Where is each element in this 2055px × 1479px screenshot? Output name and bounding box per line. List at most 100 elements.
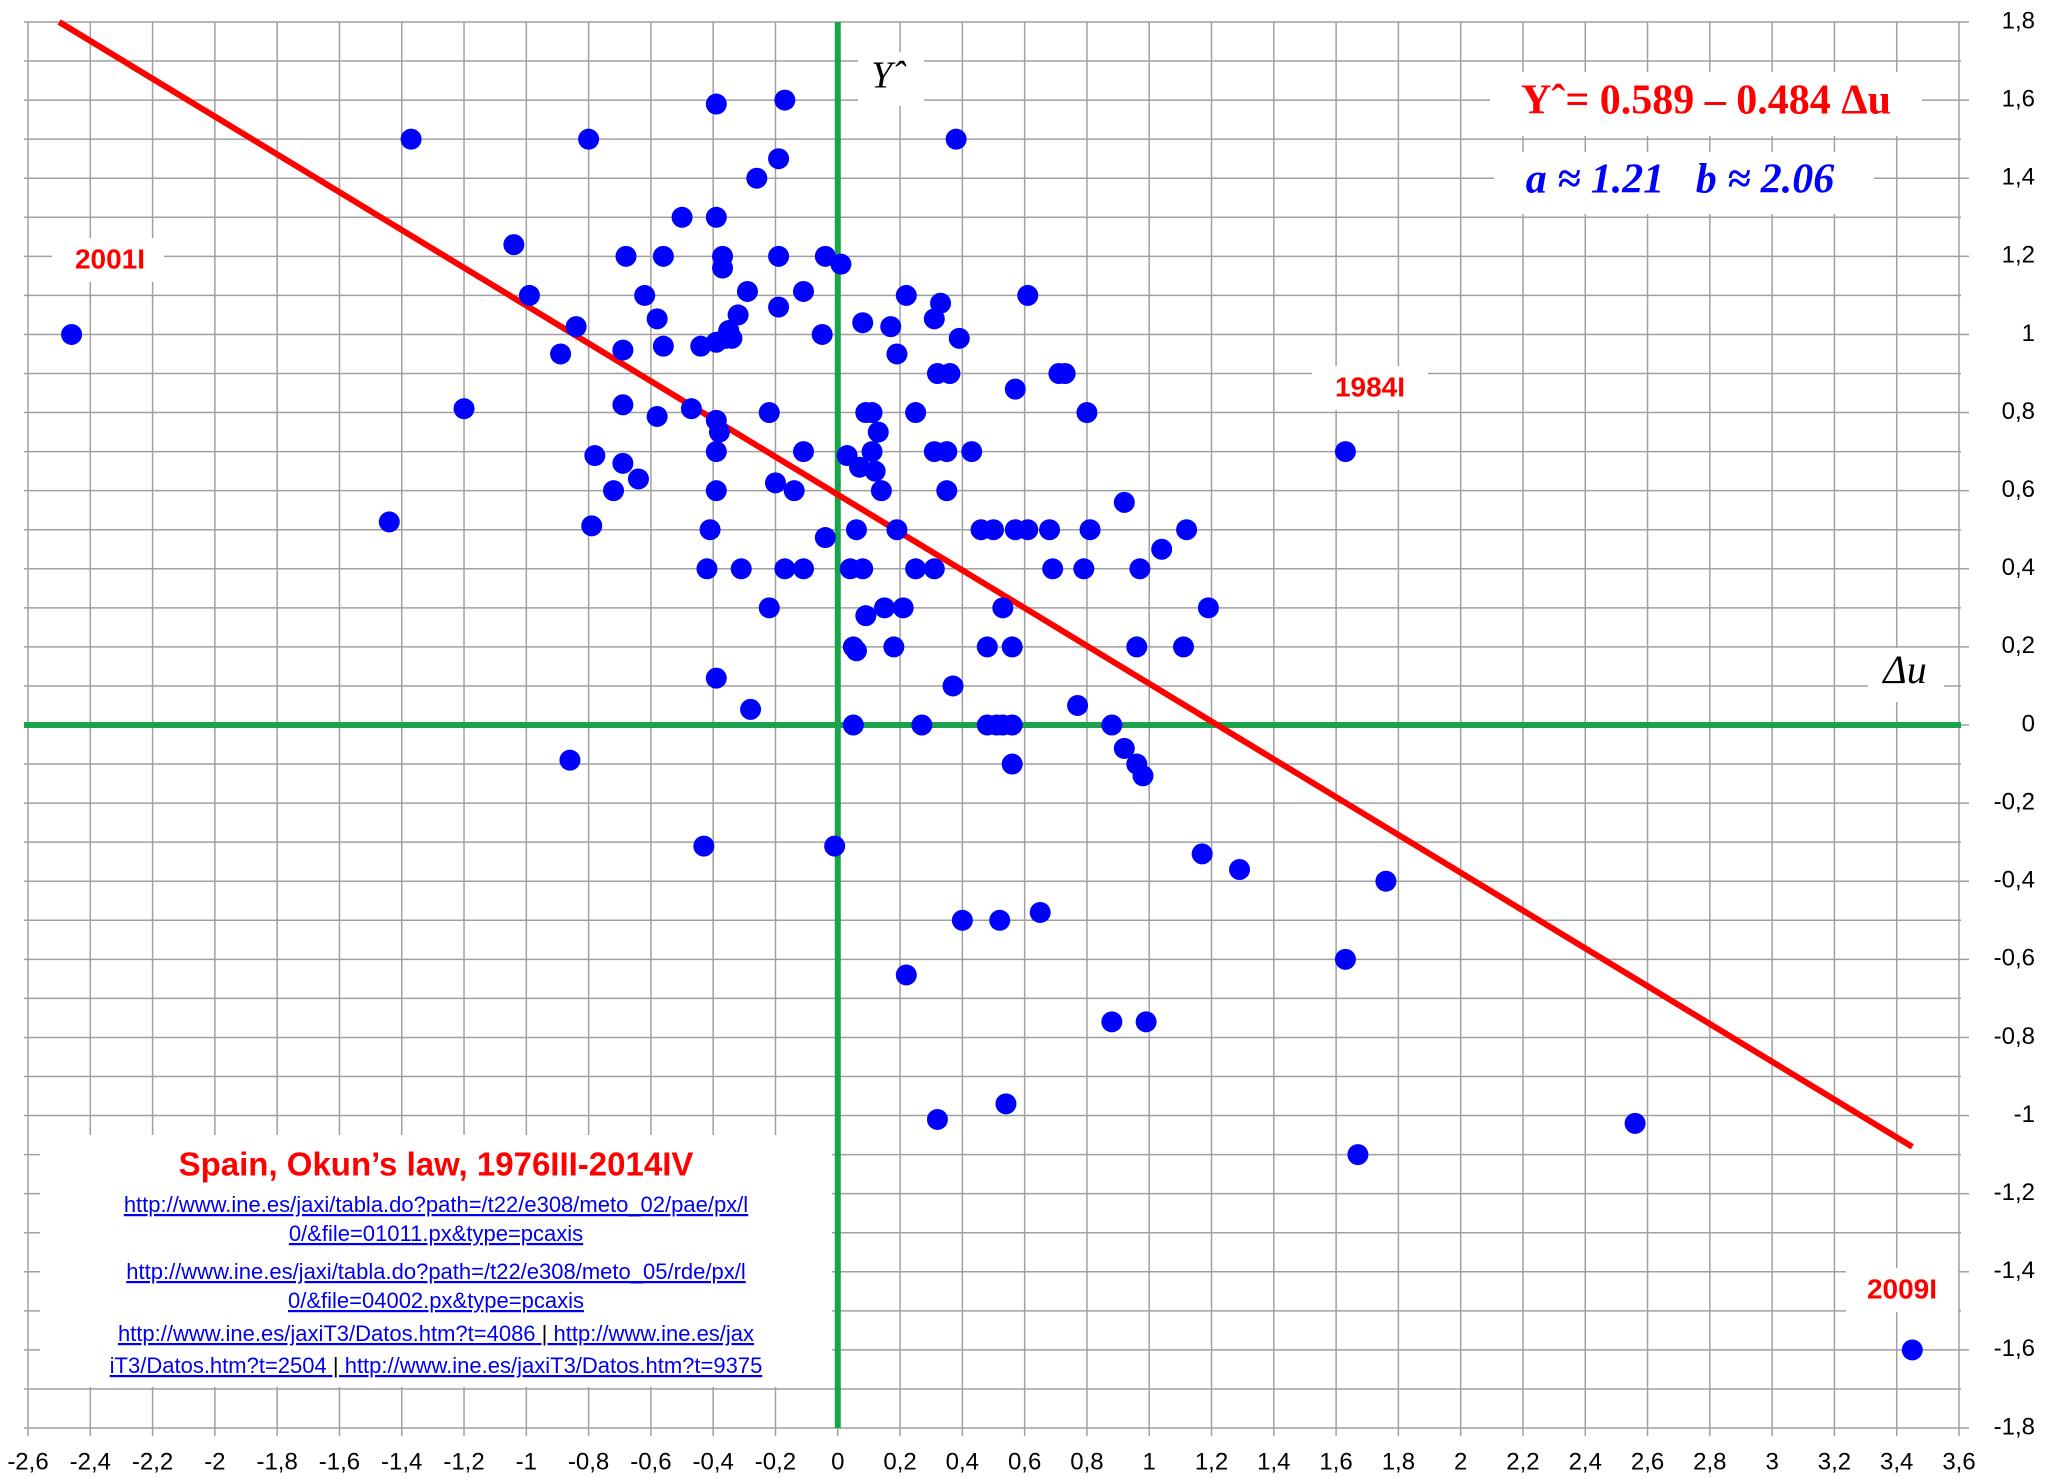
link[interactable]: 0/&file=04002.px&type=pcaxis	[288, 1288, 584, 1313]
point	[61, 323, 83, 345]
point	[830, 253, 852, 275]
point	[926, 1108, 948, 1130]
point	[646, 405, 668, 427]
point	[705, 480, 727, 502]
source-line: http://www.ine.es/jaxi/tabla.do?path=/t2…	[124, 1192, 748, 1217]
point	[861, 441, 883, 463]
y-tick-label: 0,6	[2002, 476, 2035, 503]
point	[768, 296, 790, 318]
point	[1039, 519, 1061, 541]
x-tick-label: -1,4	[381, 1448, 422, 1475]
x-tick-label: -1	[516, 1448, 537, 1475]
point	[783, 480, 805, 502]
point	[1017, 519, 1039, 541]
x-tick-label: 1,4	[1257, 1448, 1290, 1475]
point	[883, 636, 905, 658]
point	[880, 316, 902, 338]
link[interactable]: http://www.ine.es/jaxiT3/Datos.htm?t=408…	[118, 1321, 536, 1346]
point	[1172, 636, 1194, 658]
point	[852, 558, 874, 580]
point	[852, 312, 874, 334]
y-tick-label: -0,6	[1994, 945, 2035, 972]
y-tick-label: 0	[2022, 710, 2035, 737]
point	[603, 480, 625, 502]
point	[855, 605, 877, 627]
point	[936, 441, 958, 463]
label-bg	[1846, 1268, 1958, 1312]
x-tick-label: 0,2	[883, 1448, 916, 1475]
point	[1347, 1144, 1369, 1166]
point	[1334, 441, 1356, 463]
point	[671, 206, 693, 228]
link[interactable]: http://www.ine.es/jaxi/tabla.do?path=/t2…	[124, 1192, 748, 1217]
point	[793, 558, 815, 580]
y-tick-label: -1	[2014, 1101, 2035, 1128]
x-tick-label: 1	[1143, 1448, 1156, 1475]
link-separator: |	[536, 1321, 554, 1346]
x-tick-label: -0,6	[630, 1448, 671, 1475]
point	[612, 339, 634, 361]
x-tick-label: 2,6	[1631, 1448, 1664, 1475]
point	[378, 511, 400, 533]
x-tick-label: -2,2	[132, 1448, 173, 1475]
point	[1067, 694, 1089, 716]
point	[1076, 402, 1098, 424]
point	[1176, 519, 1198, 541]
x-tick-label: 3,2	[1818, 1448, 1851, 1475]
y-tick-label: 0,4	[2002, 554, 2035, 581]
x-tick-label: -1,2	[443, 1448, 484, 1475]
point	[895, 284, 917, 306]
parameters: a ≈ 1.21 b ≈ 2.06	[1526, 157, 1835, 203]
x-tick-label: -0,4	[693, 1448, 734, 1475]
point	[983, 519, 1004, 541]
point	[736, 280, 758, 302]
point	[758, 597, 780, 619]
point	[870, 480, 892, 502]
x-tick-label: 0,6	[1008, 1448, 1041, 1475]
point	[1334, 948, 1356, 970]
label-bg	[1312, 366, 1428, 410]
label-bg	[1490, 72, 1922, 136]
point	[584, 445, 606, 467]
point	[696, 558, 718, 580]
link[interactable]: 0/&file=01011.px&type=pcaxis	[289, 1221, 583, 1246]
point	[923, 558, 945, 580]
link[interactable]: iT3/Datos.htm?t=2504	[110, 1353, 327, 1378]
point	[976, 636, 998, 658]
point	[615, 245, 637, 267]
label-bg	[858, 52, 924, 106]
point	[992, 597, 1014, 619]
source-line: iT3/Datos.htm?t=2504 | http://www.ine.es…	[110, 1353, 763, 1378]
regression-line	[57, 19, 1914, 1150]
y-axis-label: Yˆ	[871, 55, 907, 97]
plot-area: -1,8 -1,6 -1,4 -1,2 -1 -0,8 -0,6 -0,4 -0,2 0 0,2 0,…	[7, 7, 2035, 1475]
x-tick-label: 3,4	[1880, 1448, 1913, 1475]
point	[1001, 636, 1023, 658]
link[interactable]: http://www.ine.es/jaxi/tabla.do?path=/t2…	[126, 1259, 745, 1284]
y-tick-label: -0,4	[1994, 867, 2035, 894]
point	[1135, 1011, 1157, 1033]
link[interactable]: http://www.ine.es/jaxiT3/Datos.htm?t=937…	[345, 1353, 763, 1378]
point	[824, 835, 846, 857]
point	[936, 480, 958, 502]
point	[693, 835, 715, 857]
point	[746, 167, 768, 189]
point	[503, 234, 525, 256]
point	[730, 558, 752, 580]
point	[905, 402, 927, 424]
y-tick-label: -1,8	[1994, 1413, 2035, 1440]
point	[581, 515, 603, 537]
point	[768, 245, 790, 267]
x-tick-label: 2	[1454, 1448, 1467, 1475]
point	[1101, 1011, 1123, 1033]
x-axis-label: Δu	[1881, 647, 1926, 692]
point	[1001, 753, 1023, 775]
point	[1101, 714, 1123, 736]
x-tick-label: -0,2	[755, 1448, 796, 1475]
link[interactable]: http://www.ine.es/jax	[554, 1321, 755, 1346]
point	[845, 640, 867, 662]
point	[680, 398, 702, 420]
point	[961, 441, 983, 463]
point	[939, 363, 961, 384]
point	[1054, 363, 1076, 384]
